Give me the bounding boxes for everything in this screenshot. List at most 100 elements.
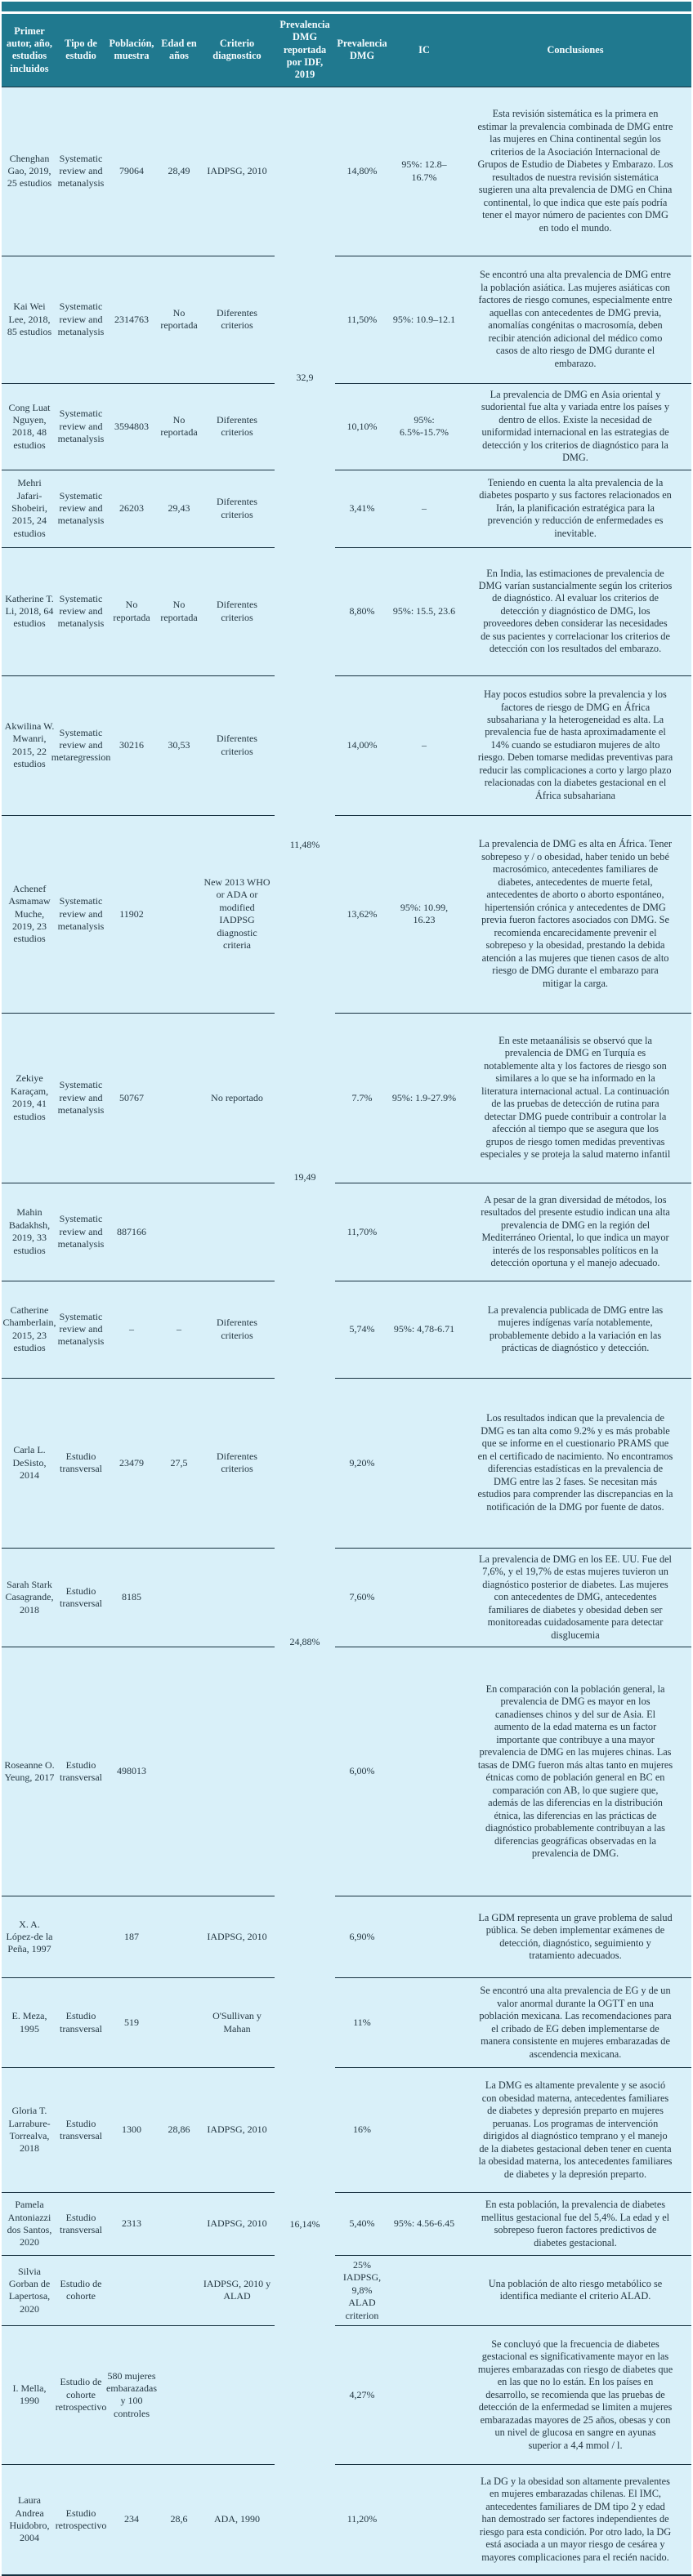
header-cell-criteria: Criterio diagnostico — [212, 38, 262, 62]
age-cell — [159, 816, 199, 1014]
table-row: X. A. López-de la Peña, 1997 187 IADPSG,… — [2, 1896, 691, 1979]
author-cell: Kai Wei Lee, 2018, 85 estudios — [2, 256, 57, 384]
age-cell: 27,5 — [159, 1379, 199, 1549]
table-row: Katherine T. Li, 2018, 64 estudios Syste… — [2, 548, 691, 676]
header-cell-idf-prevalence: Prevalencia DMG reportada por IDF, 2019 — [279, 19, 330, 81]
table-row: Chenghan Gao, 2019, 25 estudios Systemat… — [2, 87, 691, 256]
age-cell — [159, 1978, 199, 2069]
dmg-prevalence-cell: 8,80% — [335, 548, 389, 676]
criteria-cell: Diferentes criterios — [199, 1379, 275, 1549]
idf-prevalence-cell — [275, 2256, 335, 2326]
criteria-cell: IADPSG, 2010 — [199, 2193, 275, 2257]
study-type-cell: Systematic review and metaregression — [51, 676, 110, 816]
table-row: Pamela Antoniazzi dos Santos, 2020 Estud… — [2, 2193, 691, 2257]
study-type-cell: Systematic review and metanalysis — [57, 1281, 105, 1379]
study-type-cell: Systematic review and metanalysis — [57, 470, 105, 548]
study-type-cell: Systematic review and metanalysis — [57, 548, 105, 676]
author-cell: Roseanne O. Yeung, 2017 — [2, 1647, 57, 1897]
age-cell — [159, 2193, 199, 2257]
population-cell: No reportada — [105, 548, 159, 676]
ci-cell: 95%: 15.5, 23.6 — [389, 548, 459, 676]
idf-prevalence-cell — [275, 1647, 335, 1896]
age-cell — [159, 1647, 199, 1897]
table-row: Cong Luat Nguyen, 2018, 48 estudios Syst… — [2, 384, 691, 470]
study-type-cell: Estudio transversal — [57, 1379, 105, 1549]
idf-prevalence-cell: 19,49 — [293, 1171, 316, 1183]
table-row: Akwilina W. Mwanri, 2015, 22 estudios Sy… — [2, 676, 691, 816]
author-cell: Pamela Antoniazzi dos Santos, 2020 — [2, 2193, 57, 2257]
population-cell: 50767 — [105, 1014, 159, 1183]
study-type-cell: Systematic review and metanalysis — [57, 1183, 105, 1281]
ci-cell: 95%: 1.9-27.9% — [389, 1014, 459, 1183]
conclusions-cell: La DG y la obesidad son altamente preval… — [479, 2475, 672, 2563]
idf-prevalence-cell: 11,48% — [289, 838, 320, 850]
population-cell: 2314763 — [105, 256, 159, 384]
table-row: Gloria T. Larrabure-Torrealva, 2018 Estu… — [2, 2068, 691, 2194]
ci-cell — [389, 1647, 459, 1897]
population-cell: 26203 — [105, 470, 159, 548]
population-cell: 2313 — [105, 2193, 159, 2257]
conclusions-cell: Se concluyó que la frecuencia de diabete… — [459, 2326, 691, 2465]
age-cell: 28,86 — [159, 2068, 199, 2194]
conclusions-cell: En India, las estimaciones de prevalenci… — [459, 548, 691, 676]
idf-prevalence-cell — [275, 2068, 335, 2193]
table-row: Silvia Gorban de Lapertosa, 2020 Estudio… — [2, 2256, 691, 2326]
criteria-cell — [199, 1549, 275, 1648]
dmg-prevalence-cell: 11,70% — [335, 1183, 389, 1281]
study-type-cell: Systematic review and metanalysis — [57, 256, 105, 384]
study-type-cell: Systematic review and metanalysis — [57, 87, 105, 256]
author-cell: Chenghan Gao, 2019, 25 estudios — [2, 87, 57, 256]
age-cell: No reportada — [159, 256, 199, 384]
criteria-cell: Diferentes criterios — [199, 256, 275, 384]
population-cell: 8185 — [105, 1549, 159, 1648]
conclusions-cell: A pesar de la gran diversidad de métodos… — [459, 1183, 691, 1281]
ci-cell — [389, 2068, 459, 2194]
ci-cell: 95%: 4.56-6.45 — [389, 2193, 459, 2257]
population-cell: 580 mujeres embarazadas y 100 controles — [105, 2326, 159, 2465]
study-type-cell: Estudio de cohorte — [57, 2256, 105, 2326]
dmg-prevalence-cell: 16% — [335, 2068, 389, 2194]
table-row: Laura Andrea Huidobro, 2004 Estudio retr… — [2, 2465, 691, 2574]
population-cell: 187 — [105, 1896, 159, 1979]
population-cell: 3594803 — [105, 384, 159, 470]
author-cell: X. A. López-de la Peña, 1997 — [2, 1896, 57, 1979]
top-accent-strip — [2, 2, 691, 11]
study-type-cell: Estudio de cohorte retrospectivo — [56, 2326, 106, 2465]
conclusions-cell: Se encontró una alta prevalencia de DMG … — [459, 256, 691, 384]
study-type-cell: Estudio transversal — [57, 1647, 105, 1897]
ci-cell: 95%: 12.8–16.7% — [389, 87, 459, 256]
studies-table: Primer autor, año, estudios incluidos Ti… — [2, 14, 691, 2576]
table-row: Roseanne O. Yeung, 2017 Estudio transver… — [2, 1647, 691, 1897]
conclusions-cell: La prevalencia de DMG en Asia oriental y… — [459, 384, 691, 470]
study-type-cell: Estudio retrospectivo — [55, 2507, 107, 2531]
population-cell: 79064 — [105, 87, 159, 256]
idf-prevalence-cell — [275, 1183, 335, 1281]
header-cell-study-type: Tipo de estudio — [65, 38, 97, 62]
header-cell-dmg-prevalence: Prevalencia DMG — [337, 38, 387, 62]
ci-cell: 95%: 10.9–12.1 — [389, 256, 459, 384]
age-cell: No reportada — [159, 384, 199, 470]
idf-prevalence-cell — [275, 2326, 335, 2465]
conclusions-cell: Los resultados indican que la prevalenci… — [459, 1379, 691, 1549]
idf-prevalence-cell — [275, 676, 335, 816]
conclusions-cell: En esta población, la prevalencia de dia… — [459, 2193, 691, 2257]
conclusions-cell: La prevalencia de DMG es alta en África.… — [459, 816, 691, 1014]
dmg-prevalence-cell: 3,41% — [335, 470, 389, 548]
idf-prevalence-cell — [275, 1896, 335, 1978]
table-row: Mehri Jafari-Shobeiri, 2015, 24 estudios… — [2, 470, 691, 548]
population-cell: 11902 — [105, 816, 159, 1014]
population-cell: 498013 — [105, 1647, 159, 1897]
age-cell — [159, 2326, 199, 2465]
age-cell — [159, 1896, 199, 1979]
table-header-row: Primer autor, año, estudios incluidos Ti… — [2, 14, 691, 87]
criteria-cell: Diferentes criterios — [199, 676, 275, 816]
age-cell: 30,53 — [159, 676, 199, 816]
author-cell: Catherine Chamberlain, 2015, 23 estudios — [2, 1281, 57, 1379]
dmg-prevalence-cell: 7.7% — [335, 1014, 389, 1183]
ci-cell: 95%: 4,78-6.71 — [389, 1281, 459, 1379]
ci-cell — [389, 1896, 459, 1979]
header-cell-author: Primer autor, año, estudios incluidos — [7, 25, 52, 74]
author-cell: Laura Andrea Huidobro, 2004 — [9, 2494, 50, 2544]
criteria-cell: IADPSG, 2010 — [199, 1896, 275, 1979]
